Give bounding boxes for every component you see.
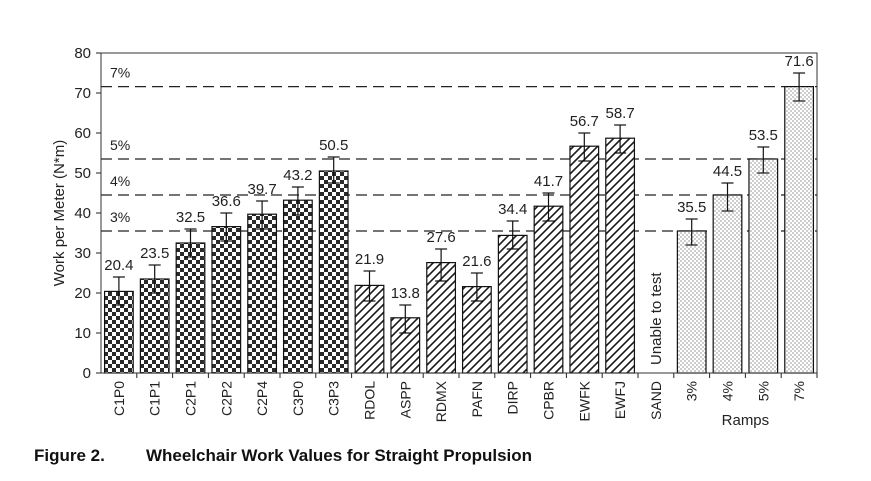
bar-chart: 3% 4% 5% 7% 0 10 20 30 40 50 60 70 80 Work per Meter… [51, 45, 818, 429]
figure-caption-text: Wheelchair Work Values for Straight Prop… [146, 446, 533, 465]
data-label: 36.6 [212, 193, 241, 210]
x-tick-label: EWFK [576, 380, 592, 421]
plot-frame [100, 52, 818, 374]
annotation-unable-to-test: Unable to test [648, 272, 665, 365]
x-tick-label: PAFN [469, 381, 485, 417]
y-tick-label: 70 [74, 85, 91, 102]
data-label: 71.6 [784, 53, 813, 70]
reference-line-label: 4% [110, 173, 130, 189]
figure-number: Figure 2. [34, 446, 105, 465]
bar [247, 213, 278, 374]
x-tick-label: RDMX [433, 380, 449, 422]
figure-caption: Figure 2. Wheelchair Work Values for Stra… [34, 446, 532, 466]
bar [569, 145, 600, 374]
data-label: 44.5 [713, 163, 742, 180]
x-tick-label: CPBR [541, 381, 557, 420]
bar [605, 137, 636, 374]
bar [211, 226, 242, 374]
y-tick-label: 80 [74, 45, 91, 62]
y-tick-label: 60 [74, 125, 91, 142]
bar [139, 278, 170, 374]
x-tick-label: C2P4 [254, 381, 270, 416]
bar [497, 234, 528, 374]
y-tick-label: 10 [74, 325, 91, 342]
x-tick-label: EWFJ [612, 381, 628, 419]
bars [103, 72, 815, 374]
bar [784, 85, 815, 374]
data-label: 53.5 [749, 127, 778, 144]
data-label: 58.7 [605, 105, 634, 122]
y-tick-label: 0 [83, 365, 91, 382]
data-label: 56.7 [570, 113, 599, 130]
data-label: 35.5 [677, 199, 706, 216]
x-tick-label: C3P3 [326, 381, 342, 416]
data-label: 23.5 [140, 245, 169, 262]
y-tick-label: 40 [74, 205, 91, 222]
data-label: 32.5 [176, 209, 205, 226]
x-tick-label: DIRP [505, 381, 521, 414]
data-label: 50.5 [319, 137, 348, 154]
x-tick-label: 3% [684, 381, 700, 401]
reference-lines: 3% 4% 5% 7% [101, 65, 817, 232]
data-label: 41.7 [534, 173, 563, 190]
x-tick-label: C1P0 [111, 381, 127, 416]
y-axis-label: Work per Meter (N*m) [51, 140, 68, 286]
x-tick-label: C2P1 [183, 381, 199, 416]
data-label: 21.9 [355, 251, 384, 268]
labels: C1P0 20.4 C1P1 23.5 C2P1 32.5 C2P2 36.6 C2P4 39.7… [104, 53, 813, 429]
x-tick-label: C2P2 [218, 381, 234, 416]
data-label: 39.7 [247, 181, 276, 198]
reference-line-label: 7% [110, 65, 130, 81]
x-tick-label: C1P1 [147, 381, 163, 416]
bar [712, 194, 743, 374]
x-tick-label: 5% [755, 381, 771, 401]
bar [676, 230, 707, 374]
bar [282, 199, 313, 374]
x-tick-label: C3P0 [290, 381, 306, 416]
bar [318, 170, 349, 374]
data-label: 27.6 [426, 229, 455, 246]
x-tick-label: 7% [791, 381, 807, 401]
y-tick-label: 50 [74, 165, 91, 182]
x-tick-label: 4% [720, 381, 736, 401]
data-label: 13.8 [391, 285, 420, 302]
data-label: 43.2 [283, 167, 312, 184]
y-tick-label: 20 [74, 285, 91, 302]
axes: 0 10 20 30 40 50 60 70 80 Work per Meter (N*m) [51, 45, 818, 382]
x-tick-label: RDOL [362, 381, 378, 420]
ramps-group-label: Ramps [722, 412, 770, 429]
data-label: 21.6 [462, 253, 491, 270]
bar [175, 242, 206, 374]
x-tick-label: ASPP [397, 381, 413, 418]
bar [748, 158, 779, 374]
reference-line-label: 5% [110, 137, 130, 153]
x-tick-label: SAND [648, 381, 664, 420]
data-label: 34.4 [498, 201, 527, 218]
reference-line-label: 3% [110, 209, 130, 225]
y-tick-label: 30 [74, 245, 91, 262]
bar [533, 205, 564, 374]
data-label: 20.4 [104, 257, 133, 274]
